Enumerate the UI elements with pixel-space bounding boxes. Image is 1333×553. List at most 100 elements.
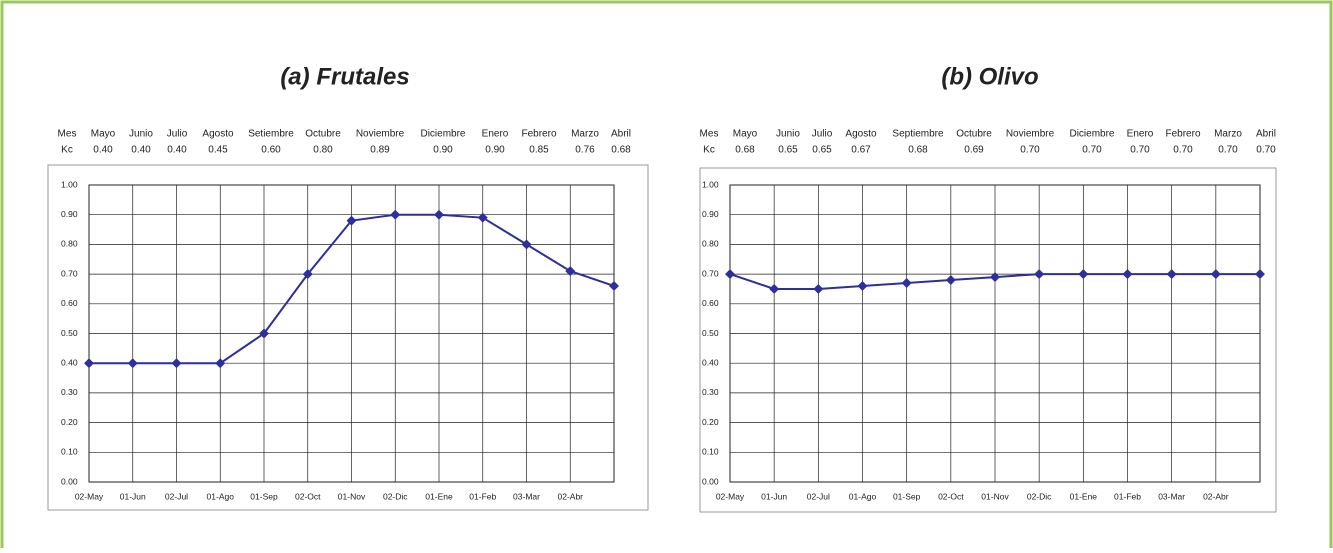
x-tick-label: 01-Ene <box>425 491 453 501</box>
plot-area <box>88 184 615 483</box>
table-cell: Enero <box>1127 129 1154 140</box>
y-tick-label: 0.70 <box>61 268 78 278</box>
data-point <box>127 358 138 369</box>
table-cell: Septiembre <box>892 129 944 140</box>
data-point <box>302 269 313 280</box>
table-cell: 0.90 <box>485 145 505 156</box>
data-point <box>521 239 532 250</box>
data-point <box>725 269 735 280</box>
table-cell: Diciembre <box>1069 129 1114 140</box>
data-point <box>259 328 269 339</box>
y-tick-label: 0.60 <box>702 298 719 308</box>
data-point <box>1166 269 1177 280</box>
table-cell: 0.40 <box>131 145 151 156</box>
table-cell: 0.70 <box>1130 145 1150 156</box>
table-cell: Mes <box>58 129 77 140</box>
data-point <box>1122 269 1133 280</box>
table-cell: Julio <box>167 129 188 140</box>
table-cell: 0.76 <box>575 145 595 156</box>
x-tick-label: 01-Ago <box>849 491 877 501</box>
y-tick-label: 0.70 <box>702 268 719 278</box>
table-cell: 0.67 <box>851 145 871 156</box>
x-tick-label: 02-Abr <box>1203 491 1229 501</box>
table-cell: 0.70 <box>1020 145 1040 156</box>
table-cell: 0.80 <box>313 145 333 156</box>
x-tick-label: 01-Ene <box>1070 491 1098 501</box>
table-cell: Octubre <box>305 129 341 140</box>
x-tick-label: 02-May <box>716 491 745 501</box>
data-point <box>857 281 868 291</box>
y-tick-label: 0.30 <box>702 387 719 397</box>
table-cell: Abril <box>611 129 631 140</box>
y-tick-label: 0.90 <box>61 209 78 219</box>
y-tick-label: 0.80 <box>61 239 78 249</box>
table-cell: Agosto <box>202 129 234 140</box>
table-cell: 0.70 <box>1173 145 1193 156</box>
x-tick-label: 03-Mar <box>513 491 540 501</box>
x-tick-label: 02-Oct <box>938 491 964 501</box>
table-cell: Noviembre <box>1006 129 1055 140</box>
x-tick-label: 01-Ago <box>207 491 235 501</box>
table-cell: Mayo <box>91 129 116 140</box>
y-tick-label: 0.20 <box>702 417 719 427</box>
y-tick-label: 0.10 <box>702 447 719 457</box>
y-tick-label: 0.20 <box>61 417 78 427</box>
data-point <box>945 275 956 285</box>
table-cell: Febrero <box>521 129 556 140</box>
table-cell: Junio <box>776 129 800 140</box>
table-cell: Abril <box>1256 129 1276 140</box>
data-point <box>609 281 619 291</box>
x-tick-label: 01-Nov <box>338 491 366 501</box>
y-tick-label: 0.40 <box>61 357 78 367</box>
table-cell: 0.40 <box>167 145 187 156</box>
data-point <box>1034 269 1045 280</box>
data-point <box>215 358 226 369</box>
x-tick-label: 02-Abr <box>557 491 583 501</box>
plot-area <box>729 184 1261 483</box>
data-point <box>1255 269 1265 280</box>
table-cell: Enero <box>482 129 509 140</box>
table-cell: Febrero <box>1165 129 1200 140</box>
x-tick-label: 01-Sep <box>893 491 921 501</box>
y-tick-label: 0.40 <box>702 357 719 367</box>
table-cell: Noviembre <box>356 129 405 140</box>
y-tick-label: 0.10 <box>61 447 78 457</box>
table-cell: Julio <box>812 129 833 140</box>
data-point <box>171 358 182 369</box>
x-tick-label: 02-May <box>75 491 104 501</box>
table-cell: 0.70 <box>1256 145 1276 156</box>
x-tick-label: 02-Dic <box>1027 491 1052 501</box>
x-tick-label: 01-Feb <box>469 491 496 501</box>
chart-title: (b) Olivo <box>941 63 1038 90</box>
y-tick-label: 0.80 <box>702 239 719 249</box>
data-point <box>769 284 780 294</box>
x-tick-label: 02-Jul <box>165 491 188 501</box>
y-tick-label: 0.00 <box>61 476 78 486</box>
x-tick-label: 01-Sep <box>250 491 278 501</box>
table-cell: Octubre <box>956 129 992 140</box>
y-tick-label: 0.50 <box>702 328 719 338</box>
table-cell: Junio <box>129 129 153 140</box>
table-cell: 0.68 <box>908 145 928 156</box>
data-point <box>901 278 912 288</box>
y-tick-label: 1.00 <box>61 179 78 189</box>
table-cell: Mes <box>700 129 719 140</box>
chart-box <box>699 167 1277 513</box>
x-tick-label: 01-Jun <box>761 491 787 501</box>
data-point <box>813 284 824 294</box>
table-cell: 0.68 <box>611 145 631 156</box>
data-point <box>390 209 401 220</box>
chart-box <box>47 164 649 511</box>
x-tick-label: 02-Jul <box>807 491 830 501</box>
table-cell: 0.89 <box>370 145 390 156</box>
table-cell: Kc <box>703 145 715 156</box>
data-point <box>477 212 488 223</box>
table-cell: 0.65 <box>812 145 832 156</box>
data-point <box>990 272 1000 283</box>
table-cell: 0.69 <box>964 145 984 156</box>
x-tick-label: 01-Feb <box>1114 491 1141 501</box>
table-cell: 0.90 <box>433 145 453 156</box>
y-tick-label: 0.00 <box>702 476 719 486</box>
